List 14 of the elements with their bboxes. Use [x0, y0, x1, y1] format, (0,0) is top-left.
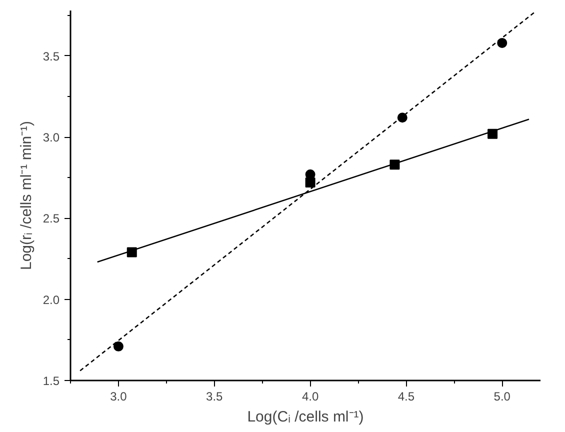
y-tick-label: 3.0: [42, 130, 60, 145]
y-tick-label: 2.5: [42, 212, 60, 226]
point: [497, 38, 508, 48]
x-tick-label: 4.5: [398, 390, 415, 404]
x-tick-label: 5.0: [494, 390, 511, 404]
point: [113, 341, 124, 352]
y-tick-label: 2.0: [42, 292, 60, 307]
x-axis-title: Log(Cᵢ /cells ml⁻¹): [247, 408, 364, 426]
y-tick-label: 3.5: [42, 49, 60, 64]
x-tick-label: 4.0: [302, 390, 319, 404]
x-tick-label: 3.0: [110, 390, 128, 404]
y-tick-label: 1.5: [42, 374, 60, 388]
y-axis-title: Log(rᵢ /cells ml⁻¹ min⁻¹): [18, 120, 35, 270]
x-tick-label: 3.5: [206, 390, 224, 404]
